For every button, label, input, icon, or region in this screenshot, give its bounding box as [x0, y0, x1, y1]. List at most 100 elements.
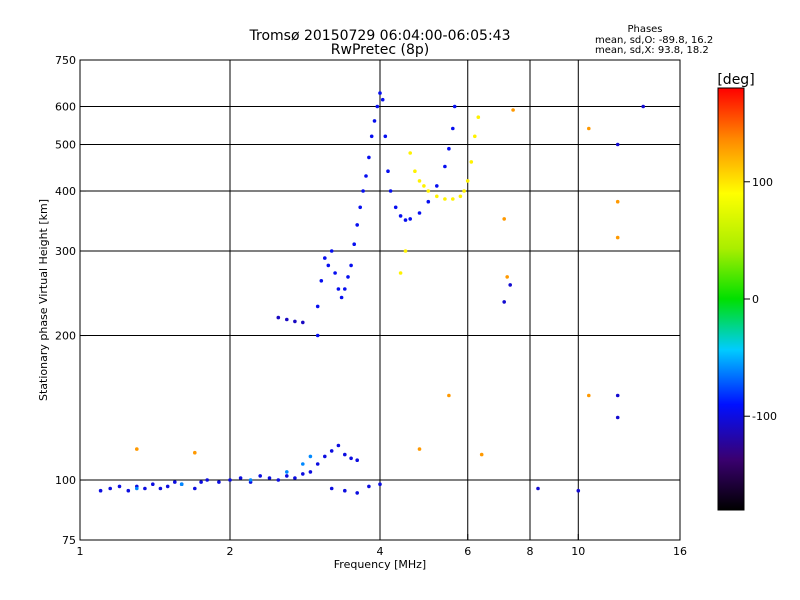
data-point — [355, 223, 360, 227]
data-point — [422, 184, 426, 188]
data-point — [417, 447, 422, 451]
y-tick-label: 200 — [55, 330, 76, 343]
x-tick-label: 16 — [673, 545, 687, 558]
data-point — [98, 488, 103, 493]
data-point — [199, 480, 203, 484]
y-tick-label: 300 — [55, 245, 76, 258]
data-point — [301, 472, 305, 476]
data-point — [375, 104, 380, 109]
colorbar-tick-label: 100 — [752, 176, 773, 189]
data-point — [323, 256, 327, 260]
data-point — [443, 164, 447, 169]
data-point — [193, 450, 197, 455]
data-point — [126, 488, 131, 493]
data-point — [505, 275, 510, 279]
data-point — [326, 263, 331, 268]
colorbar — [717, 87, 745, 511]
data-point — [329, 249, 334, 253]
data-point — [343, 488, 347, 493]
data-point — [372, 119, 377, 123]
x-tick-label: 4 — [377, 545, 384, 558]
data-point — [367, 484, 371, 489]
data-point — [383, 134, 388, 139]
data-point — [238, 476, 243, 480]
data-point — [378, 482, 382, 487]
data-point — [346, 275, 350, 279]
data-point — [267, 476, 272, 480]
data-point — [301, 320, 305, 325]
data-point — [336, 287, 341, 291]
data-point — [343, 287, 347, 291]
data-point — [443, 197, 447, 201]
data-point — [285, 474, 289, 478]
data-point — [333, 271, 337, 275]
data-point — [117, 484, 122, 489]
data-point — [408, 151, 413, 155]
data-point — [435, 184, 439, 188]
colorbar-ticks: -100 0 100 — [744, 176, 777, 423]
x-tick-label: 10 — [571, 545, 585, 558]
data-point — [398, 214, 403, 218]
x-tick-label: 2 — [227, 545, 234, 558]
data-point — [135, 486, 139, 491]
phases-title: Phases — [627, 24, 662, 35]
data-point — [248, 478, 253, 482]
data-point — [165, 484, 170, 489]
y-axis-label: Stationary phase Virtual Height [km] — [37, 199, 50, 401]
data-point — [417, 211, 422, 215]
data-point — [451, 126, 455, 131]
data-point — [315, 462, 320, 466]
data-point — [576, 488, 581, 493]
data-point — [502, 217, 507, 221]
data-point — [158, 486, 163, 491]
grid-lines — [80, 60, 680, 540]
data-point — [173, 480, 177, 484]
data-point — [458, 194, 463, 199]
data-point — [193, 486, 197, 491]
data-point — [276, 315, 281, 320]
data-point — [615, 393, 620, 398]
data-point — [355, 491, 360, 495]
data-point — [285, 470, 289, 474]
data-point — [408, 217, 413, 221]
data-point — [403, 249, 408, 253]
data-point — [339, 295, 344, 300]
colorbar-tick-label: -100 — [752, 410, 777, 423]
data-point — [398, 271, 403, 275]
data-point — [386, 169, 390, 173]
data-point — [587, 393, 591, 398]
data-point — [502, 300, 507, 304]
data-point — [349, 456, 353, 461]
data-point — [426, 189, 431, 193]
data-point — [615, 415, 620, 420]
y-tick-label: 500 — [55, 139, 76, 152]
data-point — [476, 115, 481, 119]
data-point — [205, 478, 209, 482]
data-point — [301, 462, 305, 466]
data-point — [447, 393, 451, 398]
data-point — [615, 199, 620, 204]
data-point — [403, 218, 408, 222]
data-point — [451, 197, 455, 201]
colorbar-label: [deg] — [717, 72, 754, 88]
data-point — [393, 205, 398, 210]
data-point — [473, 134, 477, 139]
data-point — [615, 235, 620, 240]
data-point — [293, 476, 297, 480]
data-point — [435, 194, 439, 199]
data-point — [426, 199, 431, 204]
y-tick-label: 600 — [55, 101, 76, 114]
y-tick-label: 100 — [55, 474, 76, 487]
data-point — [369, 134, 374, 139]
data-point — [179, 482, 184, 487]
y-tick-label: 750 — [55, 54, 76, 67]
data-point — [536, 486, 540, 491]
data-point — [355, 458, 360, 463]
data-point — [336, 443, 341, 448]
data-point — [217, 480, 221, 484]
phases-x-stat: mean, sd,X: 93.8, 18.2 — [595, 45, 709, 56]
data-point — [367, 155, 371, 160]
data-point — [361, 189, 365, 193]
y-tick-label: 75 — [62, 534, 76, 547]
